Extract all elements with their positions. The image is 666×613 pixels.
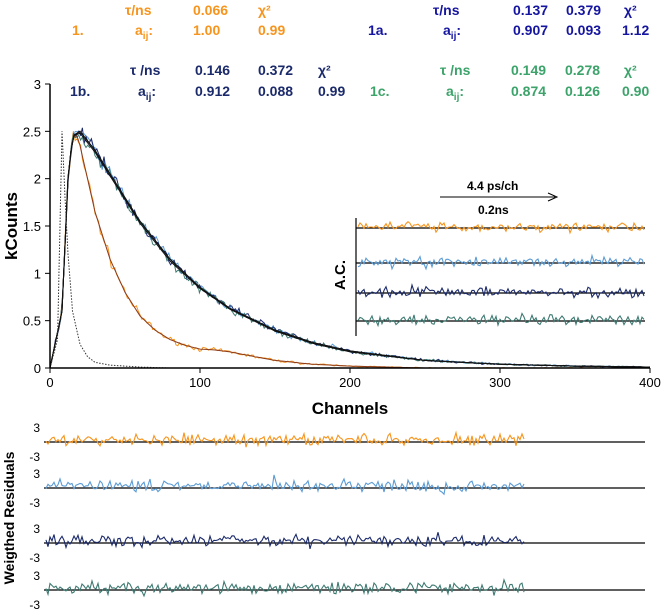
x-tick-label-400: 400 — [639, 375, 661, 390]
legend-s1b-id: 1b. — [70, 83, 90, 99]
decay-fit-1c — [49, 132, 651, 369]
axis-ticks: 0 100 200 300 400 0 0.5 1 1.5 2 2.5 3 — [23, 77, 661, 390]
legend-s1-id: 1. — [72, 22, 84, 38]
residuals-axis-label: Weigthed Residuals — [1, 451, 17, 584]
x-tick-label-0: 0 — [46, 375, 53, 390]
y-tick-label-3: 3 — [34, 77, 41, 92]
legend-s1b: τ /ns 0.146 0.372 χ² 1b. aij: 0.912 0.08… — [70, 62, 345, 103]
legend-s1b-tau-label: τ /ns — [130, 62, 161, 78]
legend-s1a-chi-label: χ² — [624, 2, 637, 18]
y-tick-label-0.5: 0.5 — [23, 314, 41, 329]
x-tick-label-300: 300 — [489, 375, 511, 390]
legend-s1b-tau-1: 0.146 — [195, 62, 230, 78]
res-tick-bottom-1a: -3 — [29, 496, 40, 510]
res-trace-1 — [45, 430, 525, 448]
res-tick-top-1b: 3 — [33, 522, 40, 536]
legend-s1a-a-2: 0.093 — [566, 22, 601, 38]
legend-s1-chi-label: χ² — [258, 2, 271, 18]
ac-axis-label: A.C. — [332, 260, 349, 290]
legend-s1: τ/ns 0.066 χ² 1. aij: 1.00 0.99 — [72, 2, 285, 42]
legend-s1c: τ /ns 0.149 0.278 χ² 1c. aij: 0.874 0.12… — [370, 62, 649, 103]
legend-s1-tau-1: 0.066 — [193, 2, 228, 18]
ac-time-label: 0.2ns — [478, 203, 509, 217]
ac-trace-1 — [357, 220, 645, 235]
res-tick-bottom-1c: -3 — [29, 598, 40, 612]
res-tick-top-1a: 3 — [33, 467, 40, 481]
legend-s1-a-label: aij: — [135, 22, 153, 42]
x-tick-label-200: 200 — [339, 375, 361, 390]
residuals-series-group: 3 -3 3 -3 3 -3 3 -3 — [29, 421, 645, 612]
legend-s1b-chi: 0.99 — [318, 83, 345, 99]
res-tick-bottom-1b: -3 — [29, 551, 40, 565]
legend-s1c-chi: 0.90 — [622, 83, 649, 99]
legend-s1a-a-label: aij: — [443, 22, 461, 42]
legend-s1b-a-2: 0.088 — [258, 83, 293, 99]
x-axis-label: Channels — [312, 399, 389, 418]
res-tick-top-1c: 3 — [33, 569, 40, 583]
legend-s1b-a-1: 0.912 — [195, 83, 230, 99]
legend-s1c-a-2: 0.126 — [565, 83, 600, 99]
legend-s1a-chi: 1.12 — [622, 22, 649, 38]
res-trace-1a — [45, 474, 525, 496]
autocorrelation-inset: 4.4 ps/ch 0.2ns A.C. — [332, 179, 645, 336]
res-trace-1b — [45, 532, 525, 550]
res-tick-bottom-1: -3 — [29, 450, 40, 464]
y-tick-label-0: 0 — [34, 361, 41, 376]
legend-s1c-id: 1c. — [370, 83, 389, 99]
res-tick-top-1: 3 — [33, 421, 40, 435]
res-trace-1c — [45, 578, 525, 598]
legend-s1a-a-1: 0.907 — [513, 22, 548, 38]
legend-s1c-a-1: 0.874 — [511, 83, 546, 99]
legend-s1b-chi-label: χ² — [318, 62, 331, 78]
decay-plot: 0 100 200 300 400 0 0.5 1 1.5 2 2.5 3 Channels kCou… — [2, 77, 661, 418]
x-tick-label-100: 100 — [189, 375, 211, 390]
legend-s1a-tau-2: 0.379 — [566, 2, 601, 18]
decay-data-1a — [49, 130, 650, 369]
irf-curve — [49, 131, 170, 369]
legend-s1a-tau-label: τ/ns — [433, 2, 460, 18]
legend-s1b-tau-2: 0.372 — [258, 62, 293, 78]
legend-s1-a-1: 1.00 — [193, 22, 220, 38]
legend-s1c-tau-1: 0.149 — [511, 62, 546, 78]
decay-series-group — [49, 127, 651, 369]
ac-scale-label: 4.4 ps/ch — [467, 179, 518, 193]
legend-s1a-id: 1a. — [368, 22, 387, 38]
decay-data-1b — [49, 127, 650, 369]
legend-s1-tau-label: τ/ns — [125, 2, 152, 18]
decay-fit-1 — [49, 135, 650, 369]
legend-s1c-tau-2: 0.278 — [565, 62, 600, 78]
legend-s1c-tau-label: τ /ns — [440, 62, 471, 78]
ac-series-group — [356, 220, 645, 328]
legend-s1a: τ/ns 0.137 0.379 χ² 1a. aij: 0.907 0.093… — [368, 2, 649, 42]
ac-trace-1c — [357, 312, 645, 328]
legend-s1c-chi-label: χ² — [624, 62, 637, 78]
ac-trace-1b — [357, 283, 645, 300]
y-tick-label-2.5: 2.5 — [23, 124, 41, 139]
y-tick-label-1: 1 — [34, 266, 41, 281]
ac-scale-arrowhead — [547, 192, 559, 202]
ac-trace-1a — [357, 253, 645, 271]
legend-s1c-a-label: aij: — [446, 83, 464, 103]
y-axis-label: kCounts — [2, 192, 21, 260]
y-tick-label-2: 2 — [34, 172, 41, 187]
legend-s1-chi: 0.99 — [258, 22, 285, 38]
decay-data-1c — [49, 133, 650, 369]
legend-s1a-tau-1: 0.137 — [513, 2, 548, 18]
decay-fit-1b — [49, 130, 651, 369]
residuals-panel: Weigthed Residuals 3 -3 3 -3 3 -3 3 -3 — [1, 421, 645, 612]
legend-s1b-a-label: aij: — [138, 83, 156, 103]
decay-fit-1a — [49, 130, 651, 369]
y-tick-label-1.5: 1.5 — [23, 219, 41, 234]
decay-data-1 — [49, 131, 650, 369]
